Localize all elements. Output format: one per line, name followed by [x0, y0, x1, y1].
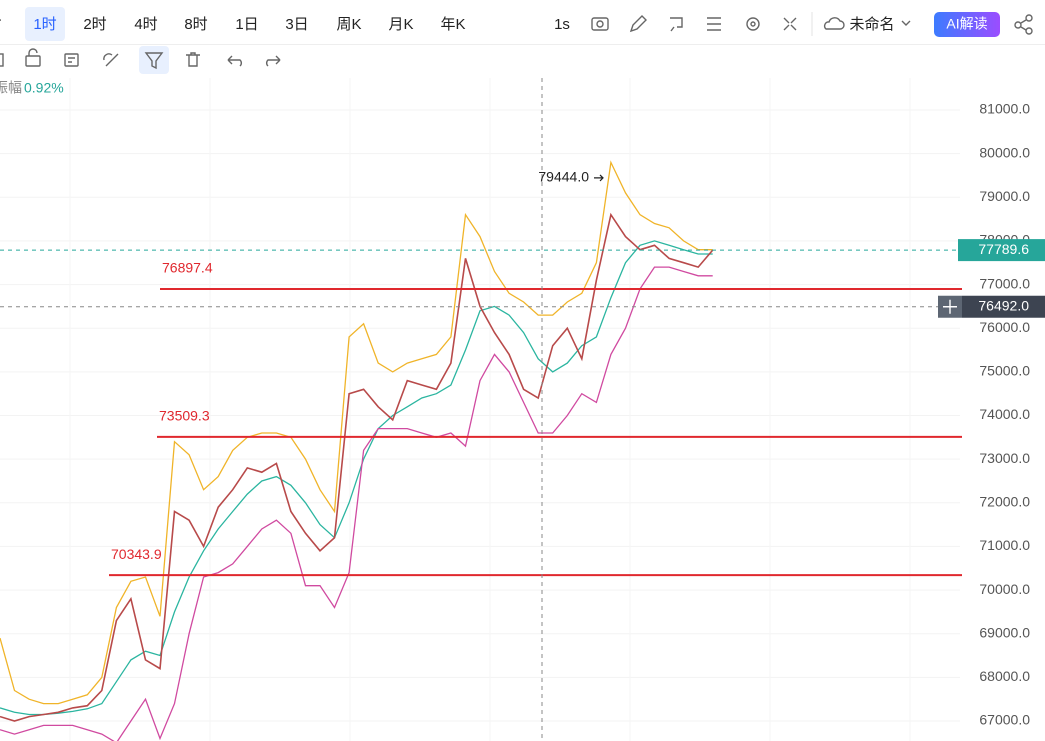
crosshair-label: 76492.0: [978, 297, 1029, 313]
y-tick-label: 68000.0: [979, 668, 1030, 684]
ai-button[interactable]: [934, 12, 1000, 37]
series-line: [0, 240, 713, 716]
level-label: 70343.9: [111, 546, 162, 562]
seconds-button[interactable]: 1s: [554, 16, 570, 33]
toolbar: 1s 未命名 AI解读 时 1时 2时 4时 8时 1日 3日 周K 月K 年K: [0, 7, 1045, 45]
level-label: 76897.4: [162, 260, 213, 276]
interval-button[interactable]: 1时: [33, 16, 56, 33]
y-tick-label: 71000.0: [979, 537, 1030, 553]
drawing-toolbar: [0, 46, 281, 74]
series-line: [0, 160, 713, 705]
peak-arrow: [594, 174, 604, 182]
interval-button[interactable]: 1日: [235, 16, 258, 33]
crosshair-plus-icon: [943, 299, 957, 314]
interval-button[interactable]: 年K: [440, 16, 465, 33]
amplitude-value: 0.92%: [24, 80, 64, 96]
y-tick-label: 74000.0: [979, 406, 1030, 422]
plot-area: [0, 78, 960, 741]
amplitude-label: 振幅: [0, 80, 22, 96]
interval-button[interactable]: 周K: [336, 16, 361, 33]
y-tick-label: 81000.0: [979, 101, 1030, 117]
interval-button[interactable]: 8时: [184, 16, 207, 33]
series-line: [0, 212, 714, 722]
toolbar-icons: [591, 12, 911, 36]
peak-label: 79444.0: [538, 169, 589, 185]
y-tick-label: 72000.0: [979, 493, 1030, 509]
level-label: 73509.3: [159, 408, 210, 424]
y-tick-label: 69000.0: [979, 624, 1030, 640]
interval-button[interactable]: 3日: [285, 16, 308, 33]
series-line: [0, 266, 713, 741]
interval-button[interactable]: 时: [0, 16, 2, 33]
share-icon[interactable]: [1014, 14, 1033, 35]
interval-highlight: [25, 7, 65, 41]
y-tick-label: 79000.0: [979, 188, 1030, 204]
y-tick-label: 76000.0: [979, 319, 1030, 335]
y-tick-label: 80000.0: [979, 144, 1030, 160]
y-tick-label: 73000.0: [979, 450, 1030, 466]
y-tick-label: 67000.0: [979, 712, 1030, 728]
ai-button-label[interactable]: AI解读: [946, 16, 987, 32]
y-tick-label: 75000.0: [979, 363, 1030, 379]
y-tick-label: 77000.0: [979, 275, 1030, 291]
last-price-tag: [958, 239, 1045, 262]
y-tick-label: 70000.0: [979, 581, 1030, 597]
overlay: 67000.0 68000.0 69000.0 70000.0 71000.0 72000…: [0, 78, 1045, 741]
interval-button[interactable]: 2时: [83, 16, 106, 33]
interval-button[interactable]: 4时: [134, 16, 157, 33]
crosshair-tag: [962, 295, 1045, 318]
last-price-label: 77789.6: [978, 241, 1029, 257]
interval-button[interactable]: 月K: [388, 16, 413, 33]
layout-name[interactable]: 未命名: [849, 15, 894, 33]
